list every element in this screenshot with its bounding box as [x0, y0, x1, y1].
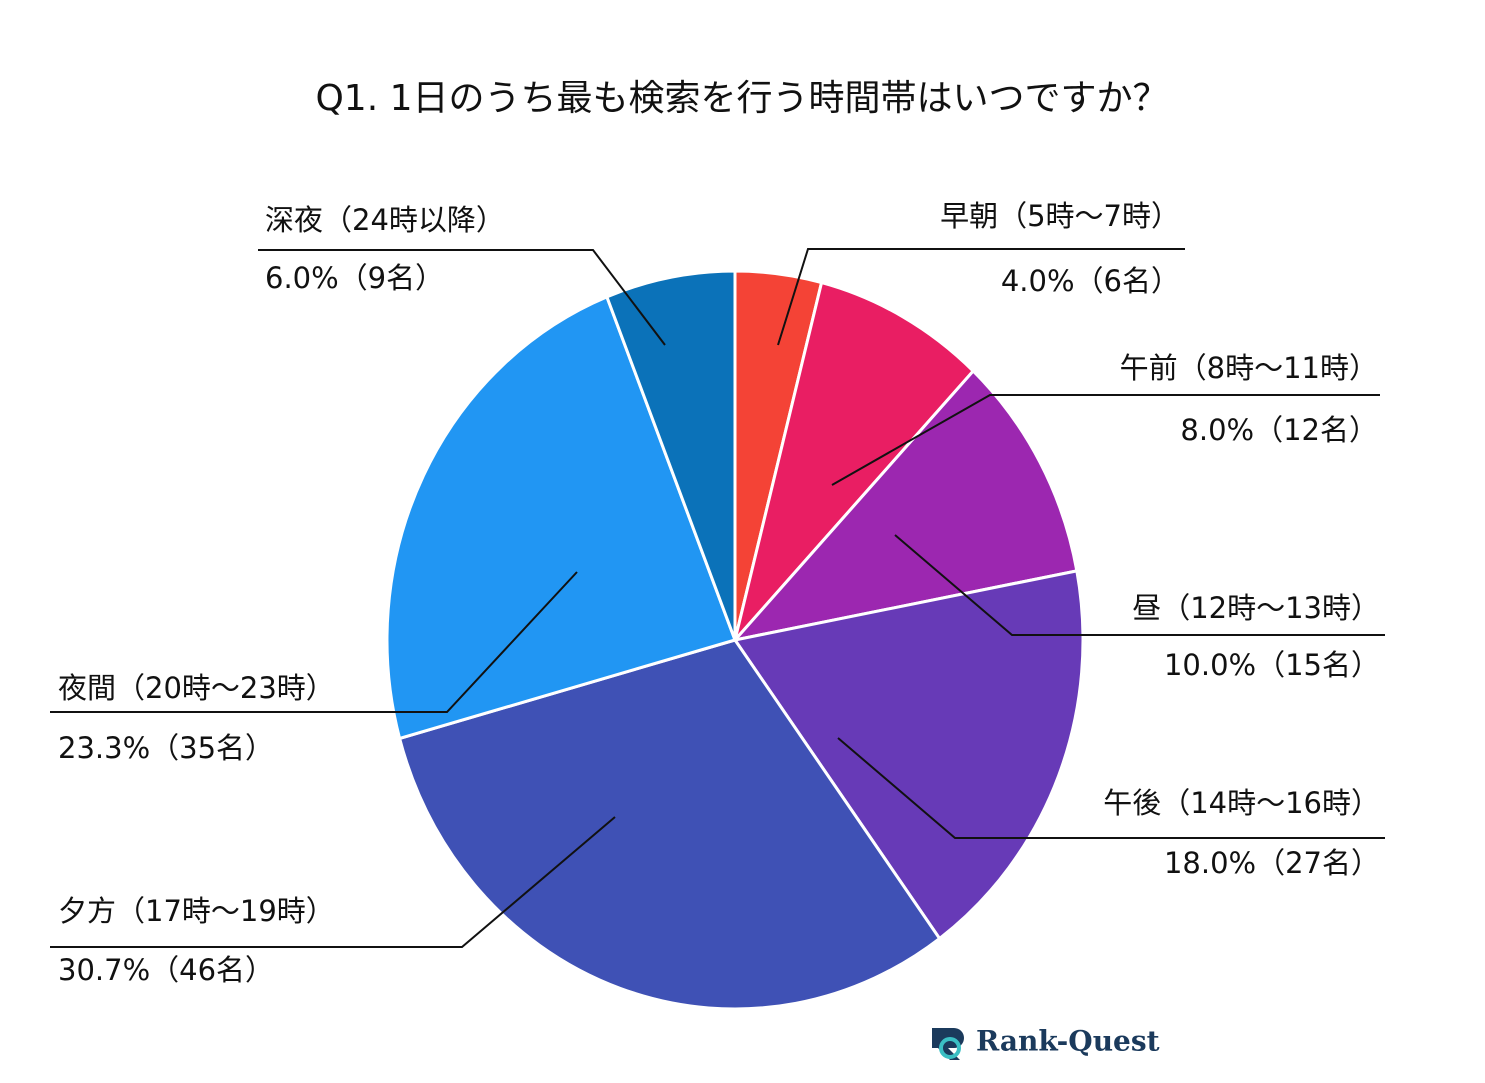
logo: Rank-Quest	[932, 1025, 1160, 1060]
logo-icon-ring	[939, 1037, 961, 1059]
category-label: 夜間（20時～23時）	[58, 671, 335, 705]
value-label: 23.3%（35名）	[58, 731, 274, 765]
leader-line	[837, 737, 1385, 839]
logo-text: Rank-Quest	[976, 1025, 1160, 1058]
category-label: 深夜（24時以降）	[265, 203, 505, 237]
pie-slice	[732, 569, 1085, 941]
category-label: 昼（12時～13時）	[1132, 591, 1380, 625]
leader-line	[831, 394, 1380, 486]
category-label: 午前（8時～11時）	[1120, 351, 1378, 385]
value-label: 18.0%（27名）	[1164, 846, 1380, 880]
value-label: 30.7%（46名）	[58, 953, 274, 987]
value-label: 10.0%（15名）	[1164, 648, 1380, 682]
value-label: 8.0%（12名）	[1180, 413, 1378, 447]
logo-icon	[932, 1028, 964, 1060]
category-label: 早朝（5時～7時）	[940, 199, 1180, 233]
leader-line	[894, 534, 1385, 636]
leader-line	[777, 248, 1185, 346]
pie-slice	[730, 368, 1079, 643]
leader-line	[50, 571, 578, 713]
pie-slice	[733, 280, 976, 641]
value-label: 4.0%（6名）	[1001, 264, 1180, 298]
category-label: 夕方（17時～19時）	[58, 894, 335, 928]
leader-line	[50, 816, 616, 948]
category-label: 午後（14時～16時）	[1103, 786, 1380, 820]
value-label: 6.0%（9名）	[265, 261, 444, 295]
pie-slice	[397, 638, 942, 1011]
leader-line	[258, 249, 666, 346]
pie-slice	[604, 269, 737, 641]
chart-title: Q1. 1日のうち最も検索を行う時間帯はいつですか？	[315, 78, 1168, 119]
